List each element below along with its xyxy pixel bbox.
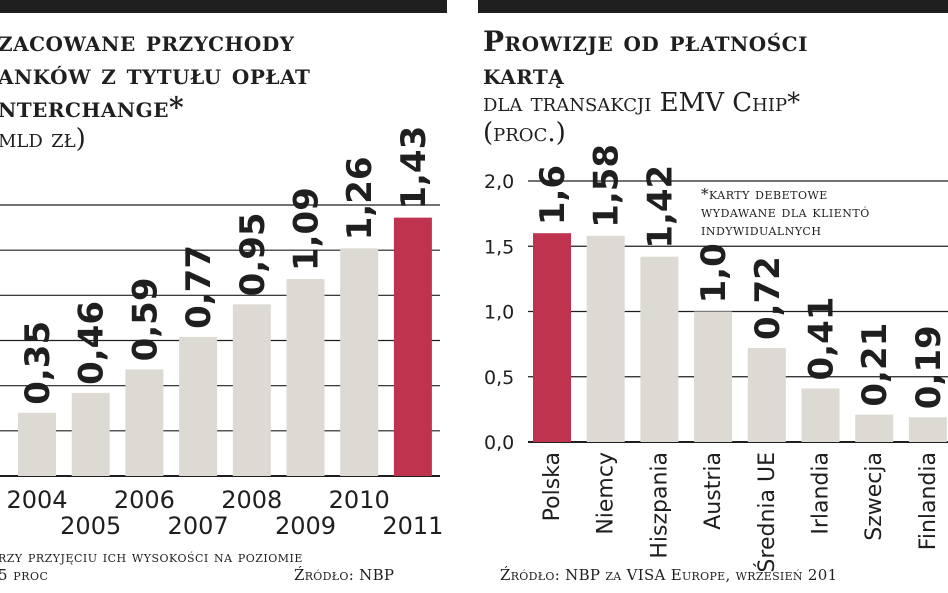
left-tick-label-2011: 2011: [382, 512, 443, 540]
left-tick-label-2004: 2004: [6, 486, 67, 514]
right-bar-Irlandia: [801, 388, 840, 442]
left-footnote-line-1: rzy przyjęciu ich wysokości na poziomie: [0, 548, 303, 566]
right-y-tick-label: 1,0: [484, 302, 514, 324]
right-chart: 0,0 0,5 1,0 1,5 2,0 1,6 Polska 1,58 Niemcy 1,42 Hi…: [484, 144, 948, 573]
right-bar-Austria: [694, 311, 733, 442]
right-data-label-Średnia UE: 0,72: [748, 256, 788, 340]
left-bar-2010: [340, 248, 379, 476]
right-title-line-2: kartą: [483, 58, 565, 91]
left-bar-2004: [18, 412, 56, 476]
right-source: Źródło: NBP za VISA Europe, wrzesień 201: [500, 566, 838, 584]
right-subtitle-line-2: (proc.): [483, 118, 566, 148]
right-data-label-Irlandia: 0,41: [802, 297, 842, 381]
left-source: Źródło: NBP: [294, 566, 395, 584]
right-category-label-Szwecja: Szwecja: [862, 452, 887, 541]
right-bar-Finlandia: [908, 417, 947, 442]
right-category-label-Hiszpania: Hiszpania: [647, 452, 672, 559]
left-tick-label-2009: 2009: [275, 512, 336, 540]
right-category-label-Irlandia: Irlandia: [809, 452, 834, 535]
right-category-label-Finlandia: Finlandia: [916, 452, 941, 550]
left-tick-label-2006: 2006: [114, 486, 175, 514]
right-note-line: indywidualnych: [701, 221, 821, 239]
right-bar-Szwecja: [855, 414, 894, 442]
left-data-label-2010: 1,26: [340, 156, 380, 240]
left-footnote-line-2: 5 proc: [0, 566, 49, 584]
right-data-label-Finlandia: 0,19: [909, 325, 948, 409]
left-chart: 0,35 2004 0,46 2005 0,59 2006 0,77 2007 0,95 2008…: [0, 126, 443, 540]
right-bar-Średnia UE: [747, 348, 786, 442]
right-category-label-Niemcy: Niemcy: [594, 452, 619, 535]
left-data-label-2006: 0,59: [125, 278, 165, 362]
right-y-tick-label: 0,0: [484, 432, 514, 454]
left-data-label-2009: 1,09: [287, 187, 327, 271]
right-note-line: wydawane dla klientó: [701, 203, 870, 221]
left-tick-label-2008: 2008: [221, 486, 282, 514]
left-data-label-2011: 1,43: [394, 126, 434, 210]
left-title-line-2: anków z tytułu opłat: [0, 58, 311, 91]
right-data-label-Niemcy: 1,58: [587, 144, 627, 228]
left-bar-2005: [71, 392, 110, 476]
right-bar-Polska: [533, 233, 571, 442]
left-bar-2008: [232, 304, 271, 476]
right-title-line-1: Prowizje od płatności: [483, 25, 808, 58]
right-y-tick-label: 1,5: [484, 236, 514, 258]
left-data-label-2008: 0,95: [233, 212, 273, 296]
right-data-label-Polska: 1,6: [533, 165, 573, 225]
right-category-label-Polska: Polska: [540, 452, 565, 521]
left-tick-label-2005: 2005: [60, 512, 121, 540]
right-subtitle-line-1: dla transakcji EMV Chip*: [483, 88, 801, 118]
right-bar-Niemcy: [586, 235, 625, 442]
right-y-tick-label: 2,0: [484, 171, 514, 193]
right-top-bar: [478, 0, 948, 13]
left-title-line-3: nterchange*: [0, 91, 185, 124]
left-top-bar: [0, 0, 447, 13]
right-note-box: [697, 184, 948, 242]
right-y-tick-label: 0,5: [484, 367, 514, 389]
right-category-label-Średnia UE: Średnia UE: [754, 452, 780, 573]
right-data-label-Szwecja: 0,21: [855, 323, 895, 407]
left-bar-2007: [179, 336, 218, 476]
right-bar-Hiszpania: [640, 256, 679, 442]
left-bar-2011: [393, 217, 432, 476]
left-data-label-2004: 0,35: [18, 321, 58, 405]
left-tick-label-2010: 2010: [329, 486, 390, 514]
right-data-label-Austria: 1,0: [694, 243, 734, 303]
left-bar-2006: [125, 369, 164, 476]
left-tick-label-2007: 2007: [168, 512, 229, 540]
left-bar-2009: [286, 279, 325, 476]
left-data-label-2007: 0,77: [179, 245, 219, 329]
left-title-line-1: zacowane przychody: [0, 25, 295, 58]
left-data-label-2005: 0,46: [72, 301, 112, 385]
left-unit: mld zł): [0, 124, 86, 154]
right-note-line: *karty debetowe: [701, 185, 828, 203]
right-category-label-Austria: Austria: [701, 452, 726, 530]
right-data-label-Hiszpania: 1,42: [640, 165, 680, 249]
